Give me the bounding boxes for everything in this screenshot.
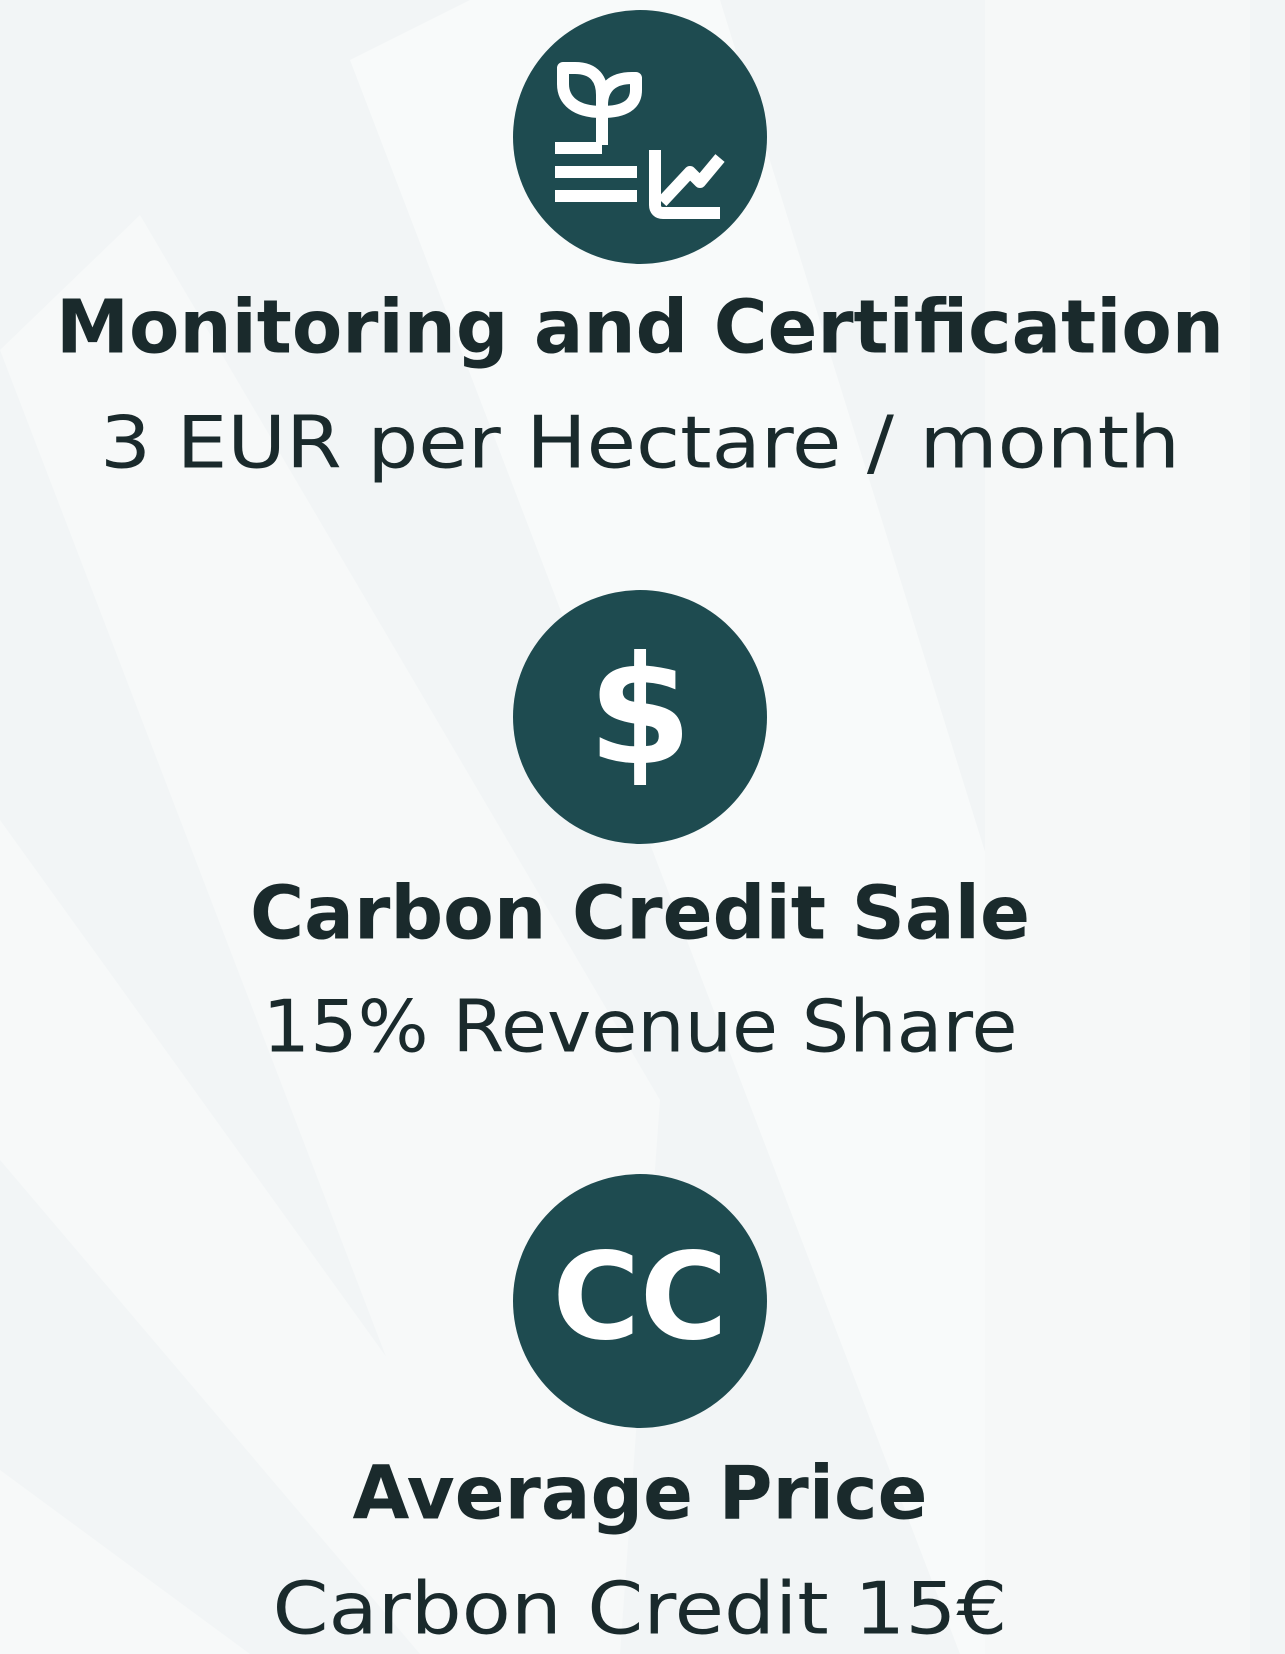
item-subtitle: 3 EUR per Hectare / month bbox=[100, 401, 1180, 485]
background-strip bbox=[985, 0, 1250, 1654]
item-2: $ Carbon Credit Sale 15% Revenue Share bbox=[250, 590, 1030, 1069]
icon-circle bbox=[513, 10, 767, 264]
background-ray bbox=[0, 215, 660, 1654]
item-3: CC Average Price Carbon Credit 15€ bbox=[273, 1174, 1008, 1651]
icon-symbol: $ bbox=[588, 625, 692, 799]
background-ray bbox=[0, 1470, 250, 1654]
background-ray bbox=[0, 820, 600, 1654]
icon-circle bbox=[513, 590, 767, 844]
item-title: Monitoring and Certification bbox=[56, 285, 1224, 371]
plant-chart-icon bbox=[555, 62, 725, 219]
icon-circle bbox=[513, 1174, 767, 1428]
item-1: Monitoring and Certification 3 EUR per H… bbox=[56, 10, 1224, 485]
item-subtitle: 15% Revenue Share bbox=[263, 985, 1018, 1069]
item-title: Average Price bbox=[353, 1451, 928, 1537]
item-subtitle: Carbon Credit 15€ bbox=[273, 1567, 1008, 1651]
item-title: Carbon Credit Sale bbox=[250, 871, 1030, 957]
icon-symbol: CC bbox=[553, 1229, 728, 1368]
